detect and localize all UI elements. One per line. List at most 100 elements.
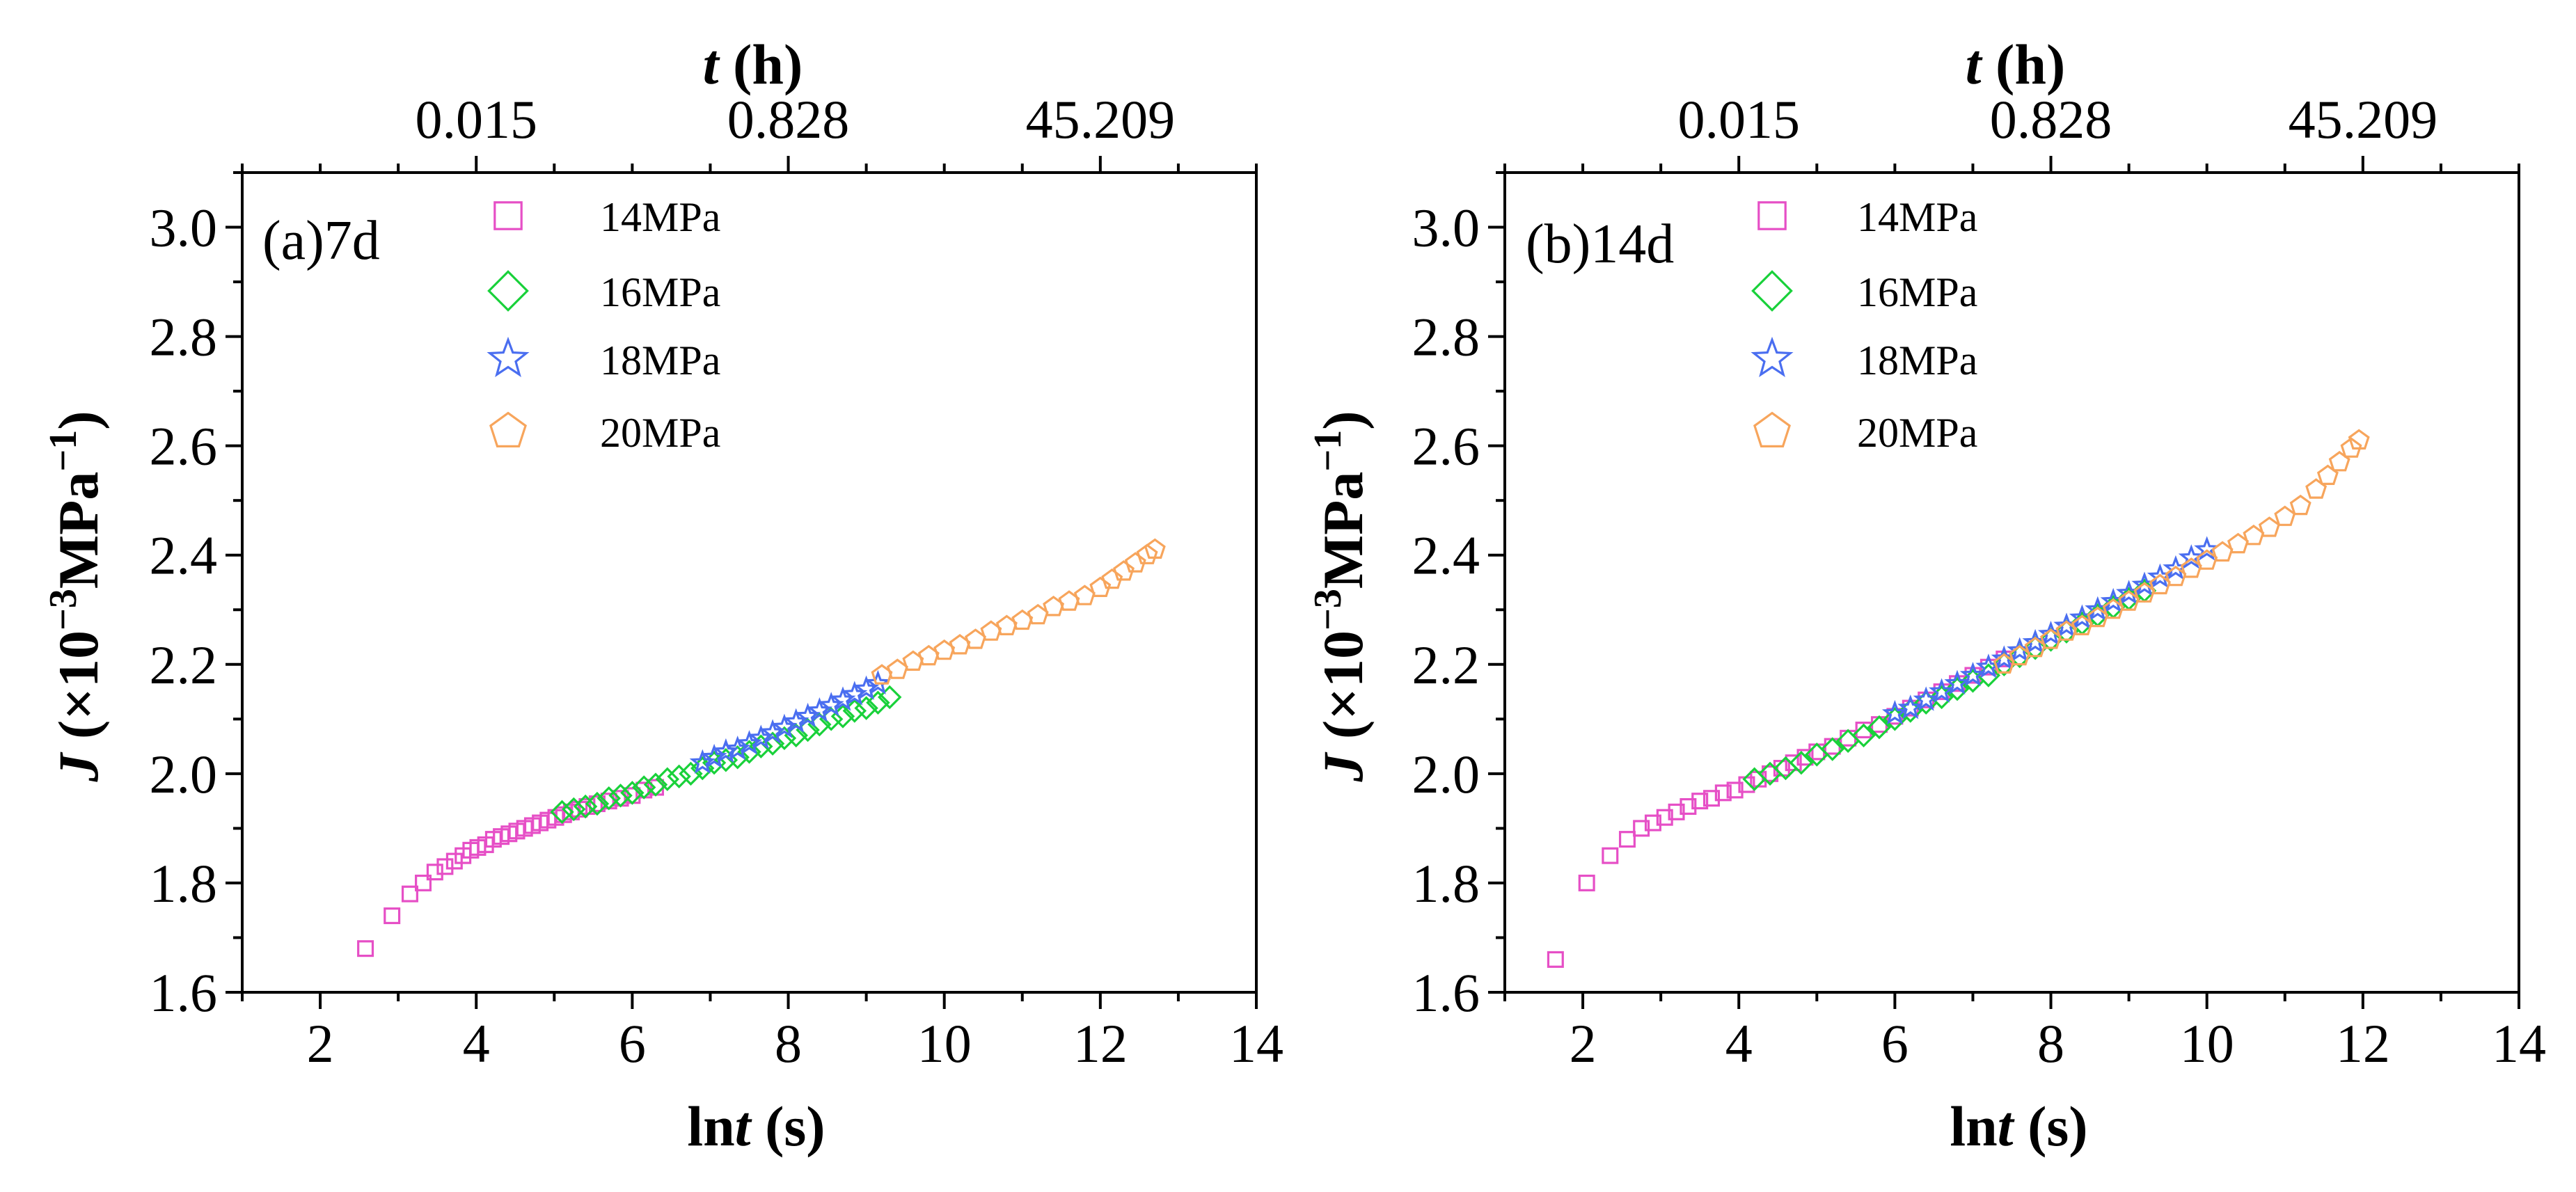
x-axis-title: lnt (s) bbox=[1950, 1095, 2087, 1158]
data-point bbox=[2289, 494, 2312, 516]
x-tick-label: 10 bbox=[2180, 1013, 2234, 1074]
data-point bbox=[445, 852, 463, 870]
data-point bbox=[426, 864, 443, 881]
legend-label: 18MPa bbox=[1857, 337, 1977, 383]
y-tick-label: 3.0 bbox=[150, 198, 218, 258]
data-point bbox=[1101, 568, 1123, 589]
data-point bbox=[384, 907, 401, 925]
y-tick-label: 2.0 bbox=[1412, 744, 1480, 804]
y-tick-label: 2.8 bbox=[1412, 307, 1480, 367]
legend-label: 16MPa bbox=[1857, 269, 1977, 315]
chart-panel-a: 2 4 6 8 10 12 14 1.6 1.8 2.0 2.2 2.4 2.6 2.8 3.0 0.015 0… bbox=[42, 33, 1283, 1158]
data-point bbox=[1703, 790, 1721, 807]
legend-marker-pentagon bbox=[1753, 411, 1791, 448]
top-tick-label: 45.209 bbox=[2289, 89, 2438, 150]
data-point bbox=[878, 685, 902, 710]
legend-marker-star bbox=[1751, 336, 1794, 377]
y-axis-pre: (×10 bbox=[1311, 630, 1375, 754]
data-point bbox=[2348, 429, 2370, 450]
data-point bbox=[2039, 628, 2063, 652]
y-tick-label: 2.0 bbox=[150, 744, 218, 804]
data-point bbox=[1867, 715, 1892, 740]
data-point bbox=[1144, 538, 1166, 559]
data-point bbox=[357, 940, 374, 957]
data-point bbox=[1656, 809, 1673, 826]
data-point bbox=[1851, 723, 1876, 748]
x-axis-unit: (s) bbox=[751, 1095, 825, 1158]
data-point bbox=[2328, 450, 2350, 472]
y-tick-label: 1.8 bbox=[1412, 853, 1480, 914]
data-point bbox=[585, 791, 610, 816]
data-point bbox=[1726, 781, 1744, 799]
x-tick-label: 14 bbox=[1229, 1013, 1283, 1074]
y-axis-title: J (×10−3MPa−1) bbox=[42, 411, 110, 782]
data-point bbox=[1959, 662, 1986, 687]
data-point bbox=[2340, 437, 2362, 458]
data-point bbox=[655, 767, 680, 791]
data-point bbox=[1840, 729, 1857, 747]
y-tick-label: 1.6 bbox=[1412, 962, 1480, 1023]
data-point bbox=[2316, 464, 2339, 486]
legend-label: 14MPa bbox=[600, 194, 720, 240]
x-axis-unit: (s) bbox=[2014, 1095, 2088, 1158]
x-tick-label: 8 bbox=[2037, 1013, 2064, 1074]
y-tick-label: 2.4 bbox=[150, 525, 218, 586]
data-point bbox=[436, 858, 454, 875]
data-point bbox=[608, 784, 633, 808]
legend-marker-pentagon bbox=[489, 411, 527, 448]
y-axis-var: J bbox=[47, 752, 110, 783]
series-14mpa bbox=[1547, 650, 2013, 968]
series-20mpa bbox=[871, 538, 1166, 685]
y-tick-label: 2.2 bbox=[1412, 635, 1480, 695]
x-tick-label: 6 bbox=[1881, 1013, 1909, 1074]
data-point bbox=[2194, 536, 2220, 561]
data-point bbox=[1883, 707, 1907, 731]
data-point bbox=[1820, 737, 1844, 761]
data-point bbox=[1691, 793, 1709, 810]
x-tick-label: 12 bbox=[2336, 1013, 2390, 1074]
data-point bbox=[573, 794, 598, 819]
data-point bbox=[1680, 797, 1697, 815]
data-point bbox=[1796, 749, 1814, 766]
data-point bbox=[1578, 874, 1595, 891]
data-point bbox=[550, 800, 574, 825]
legend-marker-diamond bbox=[1751, 270, 1793, 312]
y-tick-label: 2.6 bbox=[1412, 416, 1480, 477]
data-point bbox=[415, 874, 432, 891]
data-point bbox=[1089, 576, 1112, 598]
top-axis-var: t bbox=[703, 33, 720, 96]
y-axis-exp2: −1 bbox=[42, 430, 85, 472]
data-point bbox=[713, 738, 739, 763]
y-axis-post: ) bbox=[47, 411, 110, 429]
data-point bbox=[866, 690, 890, 715]
data-point bbox=[1944, 669, 1970, 695]
legend: 14MPa 16MPa 18MPa 20MPa bbox=[1751, 194, 1977, 456]
y-axis-mid: MPa bbox=[47, 472, 110, 589]
legend-label: 20MPa bbox=[600, 410, 720, 456]
y-axis-post: ) bbox=[1311, 411, 1375, 429]
data-point bbox=[1124, 552, 1146, 573]
data-point bbox=[562, 797, 586, 822]
y-axis-exp1: −3 bbox=[1306, 589, 1350, 630]
data-point bbox=[2305, 478, 2328, 499]
data-point bbox=[1992, 652, 2016, 677]
x-axis-var: t bbox=[1998, 1095, 2015, 1158]
series-14mpa bbox=[357, 779, 665, 957]
top-tick-label: 45.209 bbox=[1026, 89, 1176, 150]
data-point bbox=[1945, 676, 1970, 701]
legend-marker-star bbox=[487, 336, 530, 377]
x-tick-label: 4 bbox=[1725, 1013, 1753, 1074]
x-axis-prefix: ln bbox=[687, 1095, 734, 1158]
y-tick-label: 2.2 bbox=[150, 635, 218, 695]
data-point bbox=[401, 885, 418, 903]
data-point bbox=[737, 740, 761, 764]
data-point bbox=[1602, 847, 1619, 864]
y-tick-label: 2.8 bbox=[150, 307, 218, 367]
data-point bbox=[2274, 505, 2296, 526]
data-point bbox=[1762, 765, 1779, 782]
x-tick-label: 12 bbox=[1073, 1013, 1128, 1074]
x-tick-label: 2 bbox=[307, 1013, 334, 1074]
top-axis-unit: (h) bbox=[1982, 33, 2066, 96]
x-axis-var: t bbox=[735, 1095, 752, 1158]
y-tick-label: 2.6 bbox=[150, 416, 218, 477]
